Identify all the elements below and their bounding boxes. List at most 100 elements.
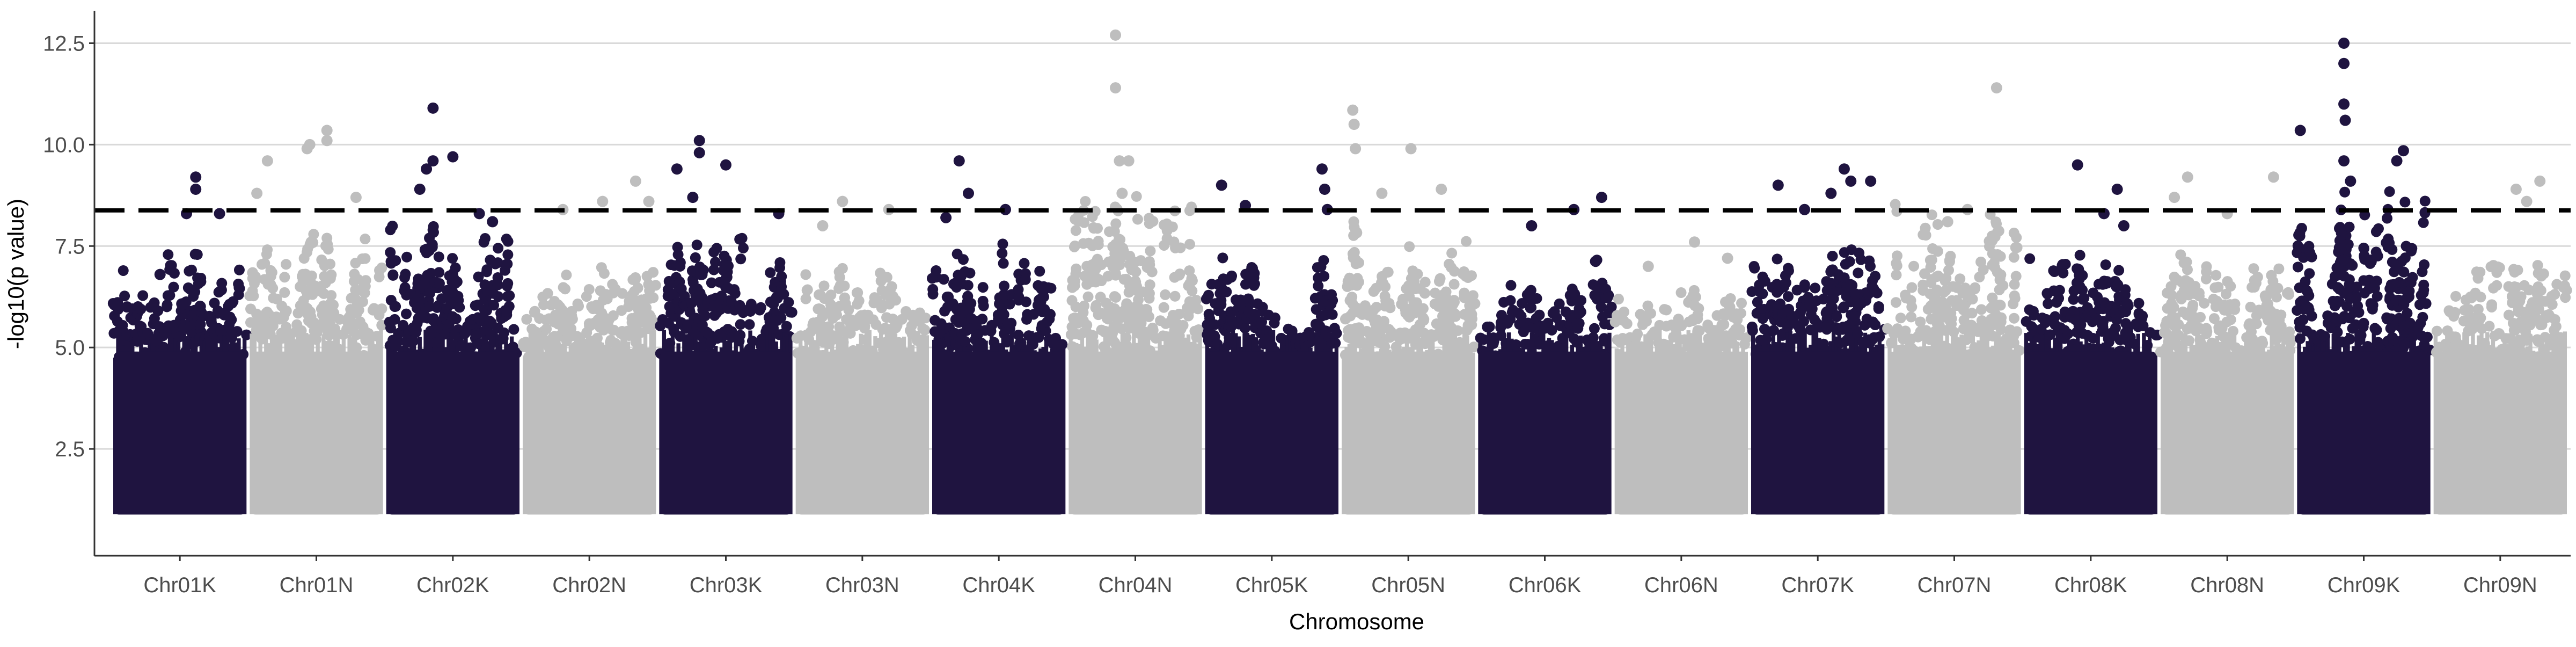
data-point: [328, 300, 339, 311]
data-point: [2306, 310, 2317, 322]
data-point: [1987, 331, 1999, 342]
data-point: [1997, 280, 2009, 291]
data-point: [1488, 336, 1499, 347]
data-point: [401, 308, 412, 319]
top-point: [1688, 236, 1700, 248]
data-point: [853, 295, 865, 307]
data-point: [1146, 266, 1158, 278]
data-point: [1070, 225, 1081, 236]
top-point: [1845, 175, 1857, 187]
data-point: [1906, 282, 1918, 293]
data-point: [1783, 263, 1794, 274]
data-point: [1174, 309, 1185, 320]
data-point: [2367, 303, 2378, 315]
data-point: [1891, 258, 1902, 269]
series-chr06n: [1609, 236, 1752, 515]
data-point: [1192, 303, 1204, 315]
top-point: [1216, 179, 1227, 191]
data-point: [735, 253, 747, 265]
data-point: [1690, 292, 1701, 303]
data-point: [481, 340, 492, 352]
data-point: [1093, 274, 1104, 285]
data-point: [1589, 323, 1600, 334]
data-point: [1891, 270, 1902, 281]
data-point: [2168, 302, 2179, 313]
data-point: [1203, 289, 1214, 301]
top-point: [2267, 171, 2279, 183]
data-point: [1167, 221, 1178, 232]
data-point: [2266, 270, 2277, 281]
data-point: [2271, 292, 2282, 303]
data-point: [2182, 264, 2193, 275]
series-chr04k: [926, 155, 1068, 515]
data-point: [1110, 218, 1122, 229]
data-point: [2533, 303, 2544, 315]
data-point: [2370, 275, 2381, 287]
data-point: [2494, 262, 2505, 273]
data-point: [1873, 301, 1884, 312]
point-cloud: [1888, 351, 2021, 515]
data-point: [1990, 216, 2002, 228]
data-point: [1864, 260, 1876, 272]
data-point: [1331, 328, 1342, 339]
data-point: [668, 323, 679, 335]
data-point: [2358, 317, 2369, 329]
data-point: [2175, 249, 2186, 260]
data-point: [2340, 230, 2352, 241]
data-point: [2181, 256, 2192, 267]
data-point: [163, 249, 174, 260]
data-point: [1440, 286, 1452, 297]
data-point: [2088, 332, 2099, 344]
data-point: [1468, 341, 1480, 353]
data-point: [2120, 284, 2131, 295]
top-point: [1722, 252, 1733, 264]
data-point: [2399, 197, 2411, 208]
top-point: [261, 155, 273, 167]
data-point: [2225, 314, 2236, 325]
top-point: [427, 102, 439, 114]
data-point: [1849, 311, 1860, 322]
top-point: [1123, 155, 1135, 167]
data-point: [1944, 255, 1955, 266]
data-point: [2009, 279, 2020, 290]
data-point: [1841, 287, 1852, 299]
data-point: [1448, 279, 1460, 290]
data-point: [2514, 295, 2526, 307]
data-point: [964, 267, 976, 279]
data-point: [164, 290, 175, 301]
data-point: [2062, 328, 2074, 339]
top-point: [1110, 29, 1122, 41]
data-point: [502, 291, 513, 302]
data-point: [2257, 338, 2268, 349]
data-point: [1135, 255, 1146, 266]
top-point: [671, 163, 683, 175]
data-point: [1619, 307, 1630, 318]
data-point: [502, 249, 514, 260]
data-point: [1177, 319, 1189, 331]
x-axis-title: Chromosome: [1289, 609, 1424, 634]
data-point: [1799, 282, 1810, 293]
data-point: [1469, 298, 1481, 309]
data-point: [1186, 201, 1197, 213]
top-point: [953, 155, 965, 167]
data-point: [135, 303, 147, 315]
data-point: [2113, 265, 2125, 276]
data-point: [2509, 281, 2520, 293]
data-point: [2292, 261, 2303, 273]
data-point: [268, 293, 279, 304]
data-point: [859, 321, 870, 332]
data-point: [708, 264, 720, 275]
x-tick-label: Chr05N: [1371, 573, 1445, 597]
data-point: [1908, 260, 1920, 272]
data-point: [1895, 312, 1906, 324]
data-point: [2549, 289, 2560, 300]
top-point: [2338, 98, 2350, 110]
data-point: [691, 239, 702, 251]
data-point: [1852, 329, 1863, 340]
data-point: [2008, 312, 2019, 324]
data-point: [241, 329, 252, 340]
data-point: [2372, 250, 2383, 261]
data-point: [279, 272, 290, 283]
data-point: [2039, 317, 2051, 329]
data-point: [1349, 246, 1360, 258]
